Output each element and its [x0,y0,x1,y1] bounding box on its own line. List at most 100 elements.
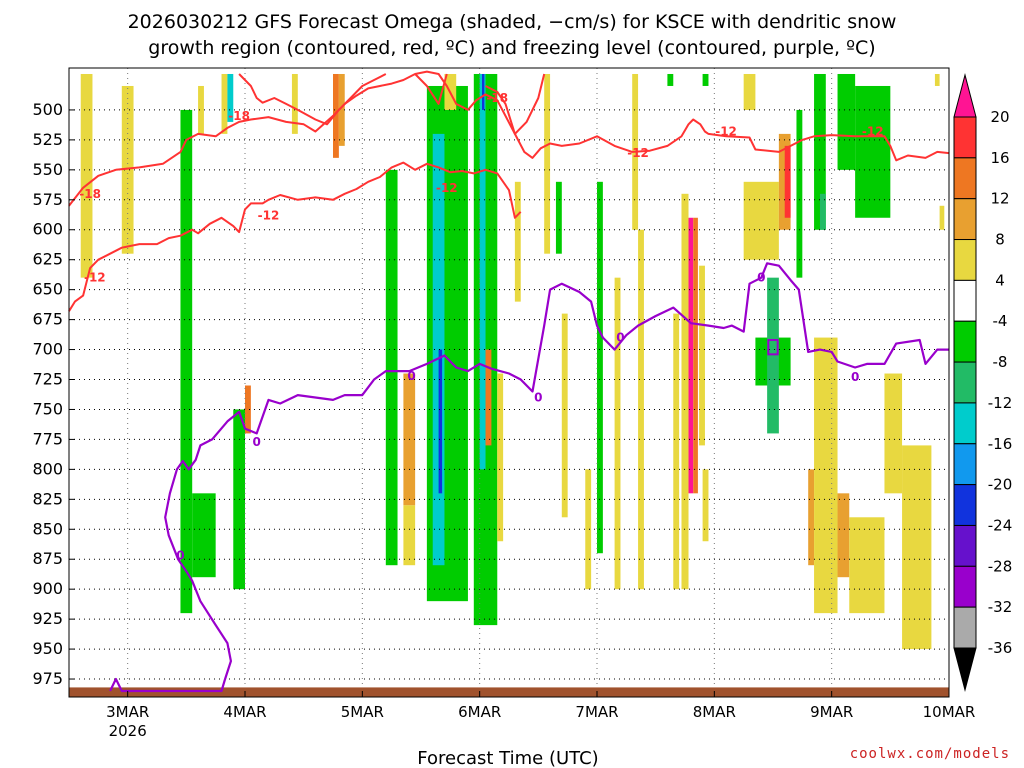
colorbar-label-4: 4 [995,271,1005,289]
colorbar-bottom-arrow [953,647,977,692]
colorbar-label-1: 16 [990,149,1009,167]
colorbar-label-8: -16 [988,435,1013,453]
omega-cell-3 [192,493,216,578]
colorbar-box-11 [953,565,977,608]
y-tick-label-700: 700 [32,340,63,359]
colorbar-label-13: -36 [988,639,1013,657]
omega-cell-49 [819,193,826,230]
y-tick-label-850: 850 [32,519,63,538]
label-minus12-3: -12 [436,181,458,195]
omega-cell-34 [673,313,680,590]
colorbar-box-3 [953,239,977,281]
dgz-contour-minus18-a [238,73,387,126]
omega-cell-23 [497,373,504,542]
x-tick-label-6: 6MAR [458,703,501,721]
omega-cell-56 [884,373,903,494]
omega-cell-11 [338,73,345,146]
omega-cell-4 [198,85,204,134]
y-tick-label-875: 875 [32,549,63,568]
omega-cell-54 [837,493,850,578]
omega-cell-10 [333,73,339,158]
colorbar-box-12 [953,606,977,649]
omega-cell-6 [227,73,234,122]
omega-cell-24 [514,181,521,302]
colorbar-label-7: -12 [988,394,1013,412]
credit-text: coolwx.com/models [850,746,1010,762]
y-tick-label-825: 825 [32,489,63,508]
colorbar-box-7 [953,402,977,445]
label-minus12-5: -12 [715,124,737,138]
colorbar-box-0 [953,116,977,159]
label-minus18-3: -18 [486,91,508,105]
colorbar-label-0: 20 [990,108,1009,126]
x-tick-label-10: 10MAR [923,703,976,721]
y-tick-label-550: 550 [32,160,63,179]
omega-cell-57 [902,445,932,650]
omega-cell-44 [767,277,779,434]
plot-frame [68,67,950,698]
omega-cell-46 [784,145,791,218]
omega-cell-50 [808,469,815,566]
colorbar: 20 16 12 8 4 -4 -8 -12 -16 -20 -24 -28 -32 -36 [953,73,1013,692]
colorbar-box-4 [953,279,977,322]
label-zero-2: 0 [253,435,261,449]
omega-cell-1 [121,85,134,254]
omega-cell-41 [743,73,756,110]
colorbar-box-9 [953,484,977,526]
omega-cell-2 [180,109,193,614]
colorbar-box-5 [953,320,977,363]
omega-cell-47 [796,109,803,278]
omega-cell-21 [482,73,485,110]
label-minus18-1: -18 [79,187,101,201]
omega-cell-25 [544,73,551,254]
label-minus12-1: -12 [84,271,106,285]
label-zero-1: 0 [176,549,184,563]
colorbar-box-10 [953,524,977,567]
y-tick-label-750: 750 [32,399,63,418]
omega-cell-36 [688,217,694,494]
dgz-contour-minus12-lower [68,161,522,312]
omega-cell-17 [438,349,443,494]
dgz-contour-minus18-c [485,73,546,135]
freezing-level-contour [109,262,949,693]
contours: -18 -18 -18 -12 -12 -12 -12 -12 -12 0 0 0 0 0 0 0 [68,70,950,693]
terrain-fill [69,687,949,697]
x-tick-label-9: 9MAR [810,703,853,721]
grid-lines [69,68,950,697]
y-tick-label-725: 725 [32,370,63,389]
omega-cell-14 [403,505,416,566]
omega-cell-37 [693,217,698,494]
y-tick-label-600: 600 [32,220,63,239]
label-zero-6: 0 [757,271,765,285]
colorbar-label-10: -24 [988,516,1013,534]
label-minus12-4: -12 [627,146,649,160]
omega-cell-35 [681,193,689,590]
y-tick-label-650: 650 [32,280,63,299]
label-zero-5: 0 [616,331,624,345]
omega-cell-32 [638,229,644,590]
y-tick-label-525: 525 [32,130,63,149]
omega-cell-20 [479,73,486,470]
label-zero-4: 0 [534,390,542,404]
colorbar-box-8 [953,443,977,486]
omega-cell-27 [561,313,568,518]
omega-cell-22 [485,349,492,446]
omega-cell-51 [814,337,838,614]
dgz-contour-minus12-upper [68,70,950,207]
colorbar-label-9: -20 [988,476,1013,494]
colorbar-label-3: 8 [995,231,1005,249]
dgz-contour-minus18-b [414,73,448,105]
colorbar-label-11: -28 [988,557,1013,575]
x-tick-label-4: 4MAR [223,703,266,721]
y-tick-label-775: 775 [32,429,63,448]
omega-cell-48 [814,73,826,230]
colorbar-label-2: 12 [990,190,1009,208]
chart-title-line2: growth region (contoured, red, ºC) and f… [148,37,875,59]
omega-cell-53 [855,85,891,218]
y-tick-label-900: 900 [32,579,63,598]
label-minus12-6: -12 [862,124,884,138]
y-tick-label-625: 625 [32,250,63,269]
chart-title-line1: 2026030212 GFS Forecast Omega (shaded, −… [128,11,897,33]
